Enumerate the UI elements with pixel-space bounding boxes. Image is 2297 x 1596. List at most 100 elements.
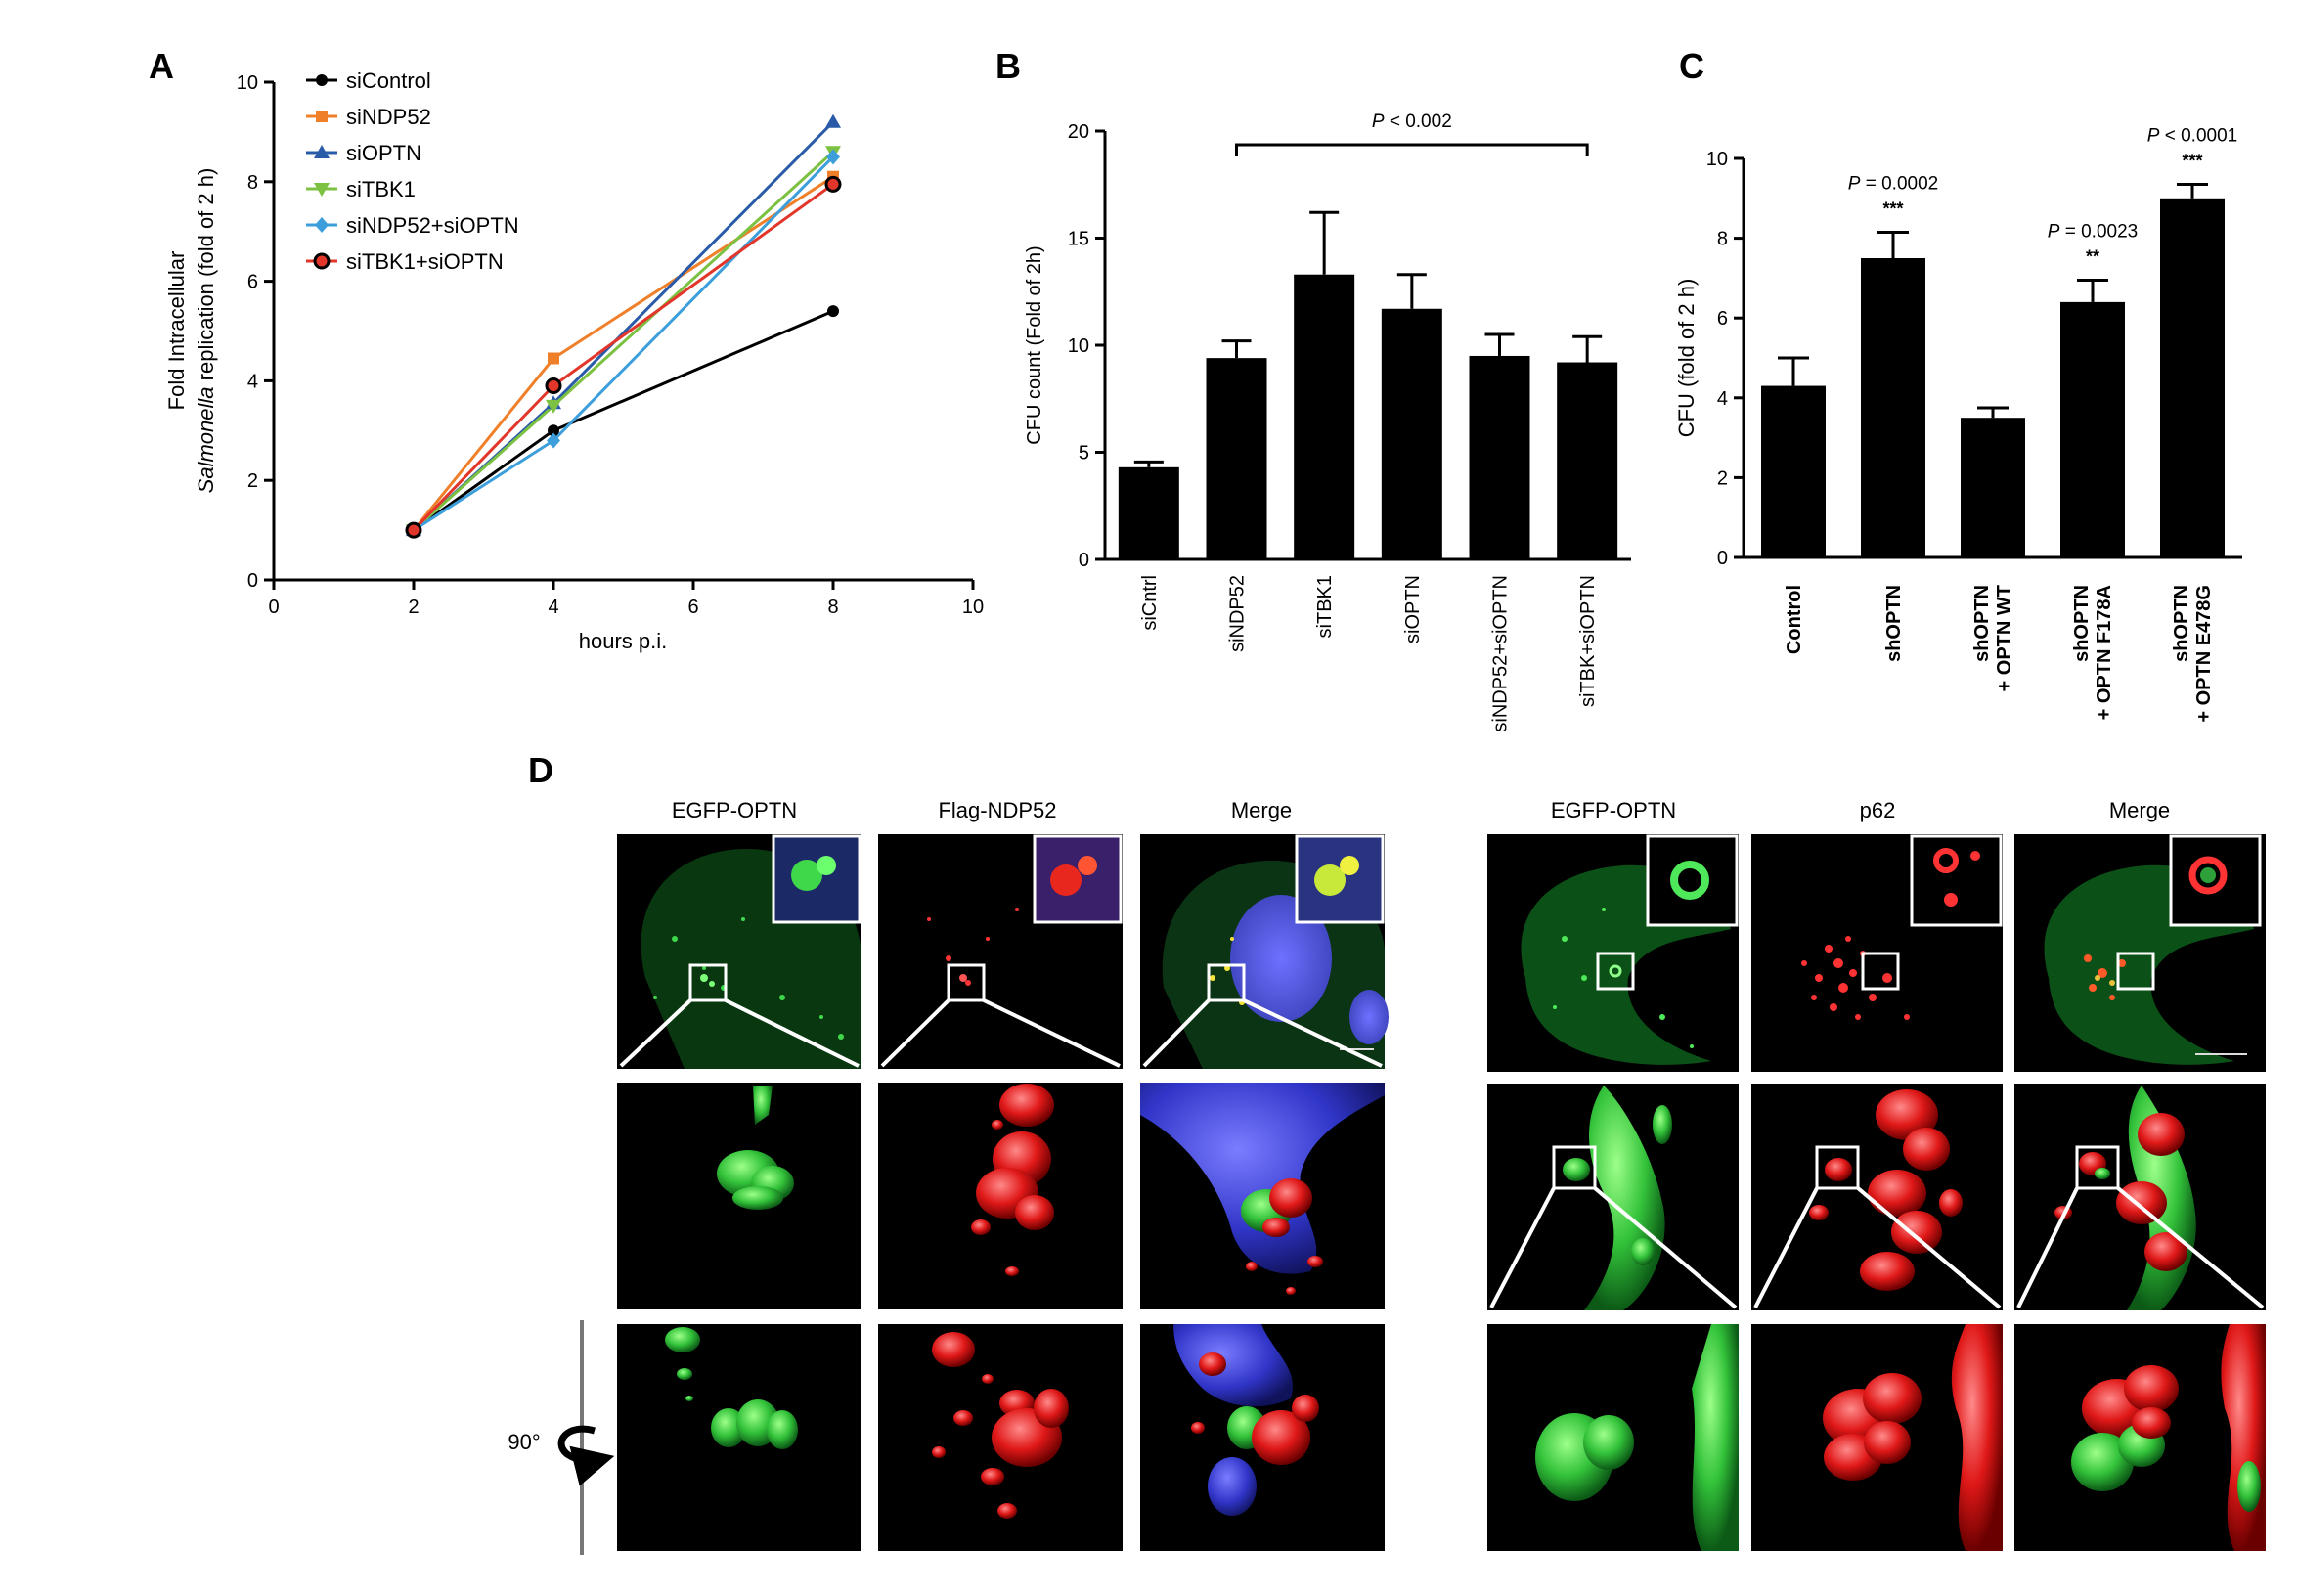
b-category-label: siTBK1	[1314, 575, 1336, 638]
a-legend-label: siNDP52	[346, 105, 431, 129]
c-bar	[1761, 385, 1826, 557]
b-category-label: siCntrl	[1139, 575, 1161, 631]
d-left-r1-egfp	[617, 834, 861, 1069]
d-left-header-1: EGFP-OPTN	[672, 798, 797, 822]
d-right-r3-p62	[1751, 1324, 2003, 1551]
a-data-point	[545, 377, 562, 394]
c-category-label: Control	[1784, 585, 1805, 654]
b-bar	[1206, 358, 1267, 559]
a-legend-label: siOPTN	[346, 141, 421, 165]
d-right-header-1: EGFP-OPTN	[1551, 798, 1676, 822]
a-data-point	[405, 521, 422, 539]
c-category-label-line2: + OPTN F178A	[2094, 585, 2115, 720]
c-bar	[2160, 198, 2225, 558]
a-data-point	[548, 352, 559, 365]
d-left-r2-merge	[1140, 1083, 1385, 1309]
b-ytick-label: 15	[1068, 229, 1089, 250]
d-right-header-3: Merge	[2109, 798, 2170, 822]
a-xtick-label: 6	[687, 597, 698, 618]
c-category-label: shOPTN	[1883, 585, 1905, 662]
d-right-r1-merge	[2014, 834, 2266, 1072]
a-legend-marker	[316, 74, 328, 86]
a-ytick-label: 4	[247, 371, 258, 392]
rotation-label: 90°	[508, 1430, 540, 1454]
a-data-point	[826, 149, 840, 165]
a-data-point	[547, 432, 560, 449]
a-xtick-label: 2	[408, 597, 419, 618]
a-series-line	[413, 151, 835, 532]
c-category-label: shOPTN	[2171, 585, 2192, 662]
c-p-value: P = 0.0023	[2048, 221, 2138, 242]
panel-a-x-axis-label: hours p.i.	[579, 629, 668, 653]
a-legend-marker	[316, 111, 328, 122]
d-right-r3-egfp	[1487, 1324, 1739, 1551]
c-category-label-line2: + OPTN E478G	[2193, 585, 2215, 723]
c-bar	[2060, 301, 2125, 557]
c-significance-stars: ***	[1882, 199, 1903, 218]
b-ytick-label: 5	[1079, 443, 1089, 465]
c-significance-stars: ***	[2182, 152, 2202, 171]
b-category-label: siOPTN	[1402, 575, 1424, 643]
c-ytick-label: 10	[1706, 149, 1728, 170]
d-right-header-2: p62	[1860, 798, 1896, 822]
panel-a-y-axis-label-line2: Salmonella replication (fold of 2 h)	[194, 168, 218, 494]
a-series-line	[412, 120, 835, 532]
a-legend-marker	[314, 145, 330, 158]
c-ytick-label: 4	[1717, 388, 1728, 410]
a-ytick-label: 10	[237, 72, 258, 94]
d-left-r3-flag	[878, 1324, 1123, 1551]
a-data-point	[825, 113, 841, 128]
d-left-r2-egfp	[617, 1083, 861, 1309]
b-bar	[1118, 466, 1179, 559]
panel-b-bar-chart: 0 5 10 15 20 siCntrl siNDP52 siTBK1 siOPTN siNDP…	[1024, 111, 1631, 732]
c-p-value: P = 0.0002	[1848, 173, 1938, 194]
panel-label-a: A	[149, 46, 174, 86]
a-legend-label: siNDP52+siOPTN	[346, 213, 519, 238]
a-legend-marker	[315, 217, 329, 233]
b-category-label: siNDP52	[1227, 575, 1249, 652]
a-data-point	[548, 424, 559, 437]
panel-b-significance-bracket	[1235, 143, 1589, 156]
a-xtick-label: 0	[268, 597, 279, 618]
b-category-label: siTBK+siOPTN	[1577, 575, 1599, 707]
a-data-point	[824, 175, 842, 193]
c-ytick-label: 0	[1717, 548, 1728, 569]
a-xtick-label: 10	[962, 597, 984, 618]
rotation-indicator: 90°	[508, 1320, 615, 1555]
d-right-r2-egfp	[1487, 1084, 1739, 1310]
a-legend-label: siTBK1	[346, 177, 416, 201]
b-ytick-label: 0	[1079, 550, 1089, 571]
b-bar	[1469, 355, 1530, 559]
a-legend-label: siTBK1+siOPTN	[346, 249, 504, 274]
d-right-r1-p62	[1751, 834, 2003, 1072]
a-legend-label: siControl	[346, 68, 431, 93]
c-ytick-label: 2	[1717, 467, 1728, 489]
panel-label-b: B	[995, 46, 1021, 86]
d-left-r3-egfp	[617, 1324, 861, 1551]
b-bar	[1294, 274, 1355, 559]
d-right-r2-p62	[1751, 1084, 2003, 1310]
d-left-header-3: Merge	[1231, 798, 1292, 822]
a-xtick-label: 8	[827, 597, 838, 618]
c-bar	[1961, 418, 2025, 557]
a-ytick-label: 8	[247, 172, 258, 194]
a-ytick-label: 0	[247, 570, 258, 592]
a-data-point	[546, 399, 561, 414]
c-category-label-line2: + OPTN WT	[1994, 585, 2015, 691]
a-xtick-label: 4	[548, 597, 558, 618]
a-legend-marker	[314, 183, 330, 197]
d-right-r2-merge	[2014, 1084, 2266, 1310]
panel-label-c: C	[1679, 46, 1704, 86]
b-bar	[1381, 308, 1442, 559]
panel-c-y-axis-label: CFU (fold of 2 h)	[1674, 279, 1699, 438]
c-p-value: P < 0.0001	[2147, 126, 2237, 147]
d-right-r1-egfp	[1487, 834, 1739, 1072]
b-bar	[1557, 362, 1618, 559]
d-left-zoom-lines	[619, 998, 1383, 1068]
panel-a-y-axis-label: Fold Intracellular	[164, 251, 189, 411]
a-ytick-label: 2	[247, 470, 258, 492]
d-right-r3-merge	[2014, 1324, 2266, 1551]
b-ytick-label: 20	[1068, 121, 1089, 143]
